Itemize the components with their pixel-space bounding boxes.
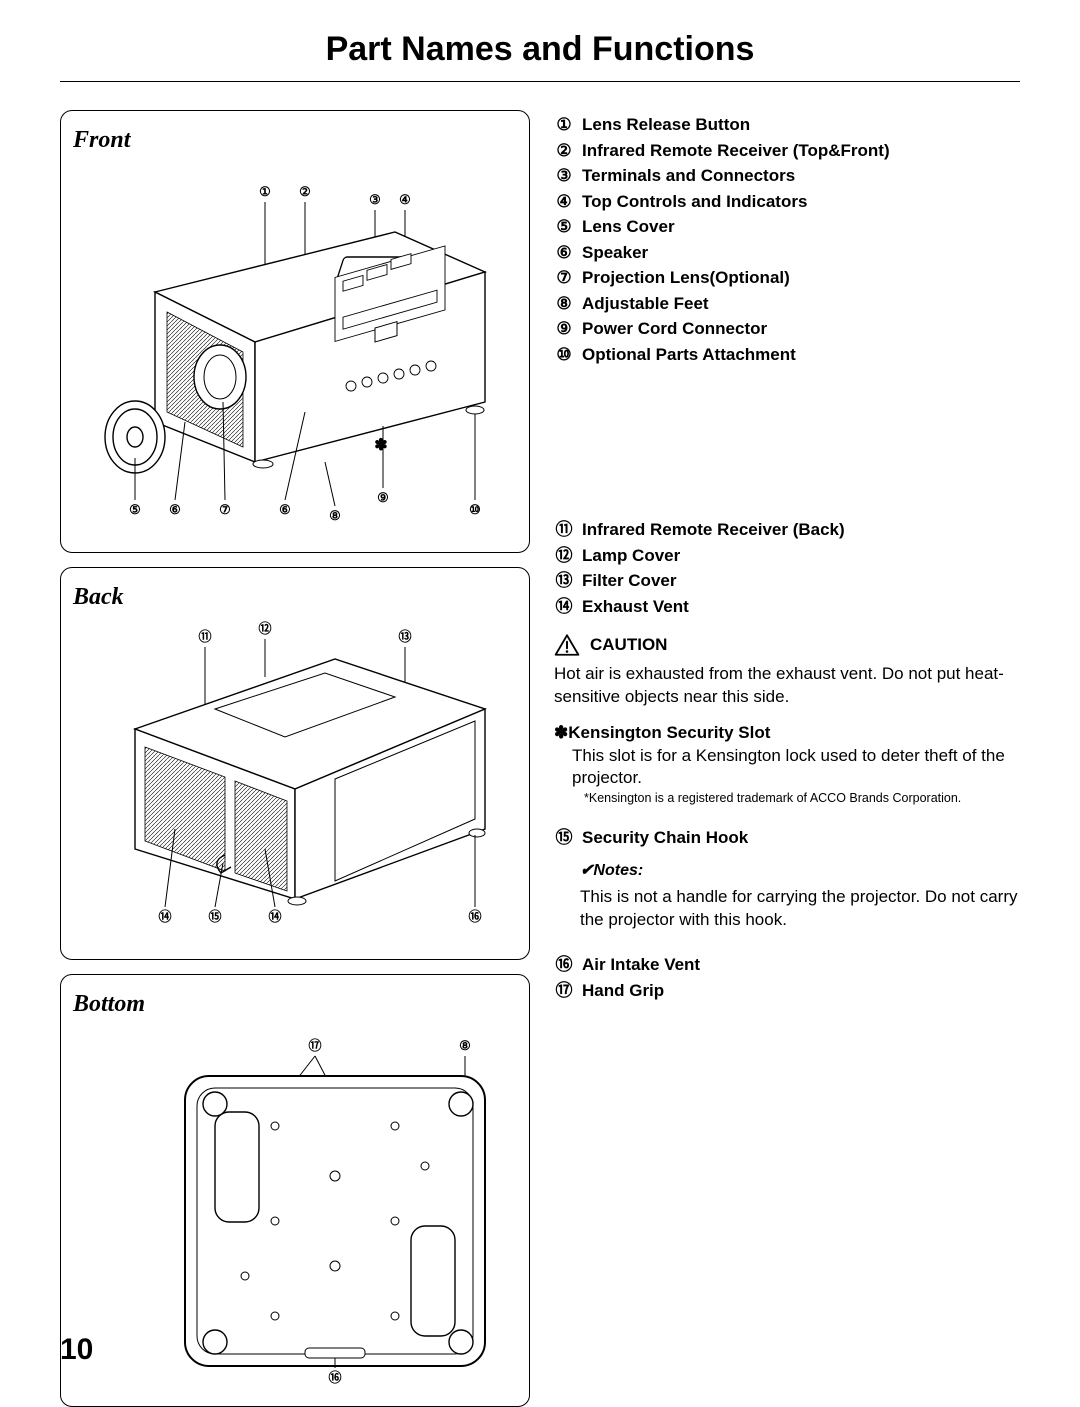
callout: ⑬ xyxy=(398,629,411,644)
diagram-front-svg: ① ② ③ ④ xyxy=(75,162,515,532)
part-item: ⑭Exhaust Vent xyxy=(554,594,1020,620)
callout: ④ xyxy=(399,192,411,207)
callout: ⑰ xyxy=(308,1038,321,1053)
diagram-front: Front ① ② ③ ④ xyxy=(60,110,530,553)
part-item: ⑨Power Cord Connector xyxy=(554,316,1020,342)
diagram-back: Back ⑪ ⑫ ⑬ xyxy=(60,567,530,960)
callout: ⑯ xyxy=(468,909,481,924)
title-rule xyxy=(60,81,1020,82)
notes-label: ✔Notes: xyxy=(580,860,1020,880)
left-column: Front ① ② ③ ④ xyxy=(60,110,530,1407)
part-item: ④Top Controls and Indicators xyxy=(554,189,1020,215)
spacer xyxy=(554,367,1020,517)
diagram-back-label: Back xyxy=(73,584,517,611)
callout: ⑯ xyxy=(328,1370,341,1385)
caution-icon xyxy=(554,633,580,657)
caution-label: CAUTION xyxy=(590,635,667,655)
page-title: Part Names and Functions xyxy=(60,30,1020,69)
kensington-footnote: *Kensington is a registered trademark of… xyxy=(584,791,1020,807)
part-item: ⑧Adjustable Feet xyxy=(554,291,1020,317)
callout: ⑮ xyxy=(208,909,221,924)
asterisk-callout: ✽ xyxy=(374,437,387,454)
part-item: ⑬Filter Cover xyxy=(554,568,1020,594)
callout: ⑪ xyxy=(198,629,211,644)
callout: ⑨ xyxy=(377,490,389,505)
callout: ⑥ xyxy=(169,502,181,517)
diagram-front-label: Front xyxy=(73,127,517,154)
part-item: ⑥Speaker xyxy=(554,240,1020,266)
parts-list-front: ①Lens Release Button ②Infrared Remote Re… xyxy=(554,112,1020,367)
callout: ⑤ xyxy=(129,502,141,517)
callout: ⑦ xyxy=(219,502,231,517)
security-chain-item: ⑮Security Chain Hook xyxy=(554,825,1020,851)
part-item: ⑤Lens Cover xyxy=(554,214,1020,240)
callout: ⑧ xyxy=(329,508,341,523)
caution-row: CAUTION xyxy=(554,633,1020,657)
page: Part Names and Functions Front ① ② xyxy=(0,0,1080,1397)
content-columns: Front ① ② ③ ④ xyxy=(60,110,1020,1407)
diagram-back-svg: ⑪ ⑫ ⑬ xyxy=(75,619,515,939)
diagram-bottom: Bottom ⑰ ⑧ xyxy=(60,974,530,1407)
callout: ⑭ xyxy=(268,909,281,924)
right-column: ①Lens Release Button ②Infrared Remote Re… xyxy=(554,110,1020,1407)
callout: ⑫ xyxy=(258,621,271,636)
diagram-bottom-svg: ⑰ ⑧ xyxy=(75,1026,515,1386)
kensington-title: ✽Kensington Security Slot xyxy=(554,723,1020,743)
kensington-body: This slot is for a Kensington lock used … xyxy=(572,745,1020,789)
part-item: ⑰Hand Grip xyxy=(554,978,1020,1004)
parts-list-tail: ⑯Air Intake Vent ⑰Hand Grip xyxy=(554,952,1020,1003)
part-item: ⑦Projection Lens(Optional) xyxy=(554,265,1020,291)
callout: ⑩ xyxy=(469,502,481,517)
part-item: ③Terminals and Connectors xyxy=(554,163,1020,189)
callout: ③ xyxy=(369,192,381,207)
callout: ① xyxy=(259,184,271,199)
notes-body: This is not a handle for carrying the pr… xyxy=(580,886,1020,932)
part-item: ②Infrared Remote Receiver (Top&Front) xyxy=(554,138,1020,164)
part-item: ⑫Lamp Cover xyxy=(554,543,1020,569)
part-item: ⑩Optional Parts Attachment xyxy=(554,342,1020,368)
callout: ⑭ xyxy=(158,909,171,924)
parts-list-back: ⑪Infrared Remote Receiver (Back) ⑫Lamp C… xyxy=(554,517,1020,619)
part-item: ⑮Security Chain Hook xyxy=(554,825,1020,851)
caution-body: Hot air is exhausted from the exhaust ve… xyxy=(554,663,1020,709)
callout: ⑥ xyxy=(279,502,291,517)
diagram-bottom-label: Bottom xyxy=(73,991,517,1018)
part-item: ⑪Infrared Remote Receiver (Back) xyxy=(554,517,1020,543)
callout: ⑧ xyxy=(459,1038,471,1053)
part-item: ⑯Air Intake Vent xyxy=(554,952,1020,978)
part-item: ①Lens Release Button xyxy=(554,112,1020,138)
callout: ② xyxy=(299,184,311,199)
page-number: 10 xyxy=(60,1333,93,1367)
